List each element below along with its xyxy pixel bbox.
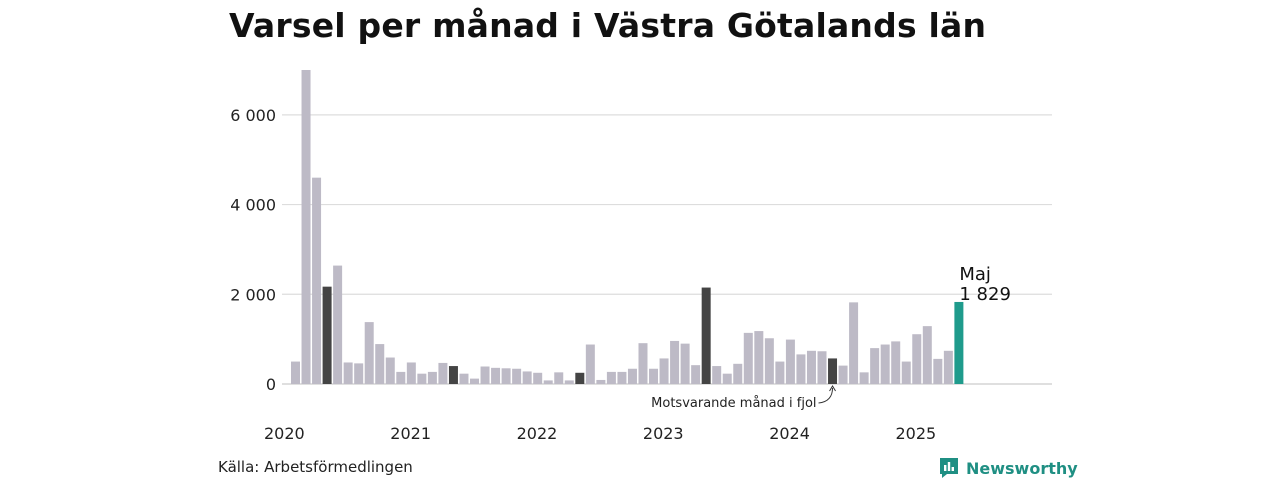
bar: [806, 350, 816, 384]
bar: [817, 351, 827, 384]
bar: [438, 362, 448, 384]
bar: [459, 373, 469, 384]
bar: [764, 338, 774, 384]
bar: [775, 361, 785, 384]
x-tick-label: 2020: [264, 424, 305, 443]
bar: [427, 371, 437, 384]
bar: [743, 332, 753, 384]
bar: [480, 366, 490, 384]
bar: [417, 373, 427, 384]
y-tick-label: 2 000: [230, 285, 276, 304]
source-note: Källa: Arbetsförmedlingen: [218, 458, 413, 476]
x-tick-label: 2021: [390, 424, 431, 443]
bar: [754, 331, 764, 384]
bar: [533, 372, 543, 384]
bar: [880, 344, 890, 384]
bar: [396, 371, 406, 384]
bar: [828, 358, 838, 384]
bar: [375, 344, 385, 384]
bar: [522, 371, 532, 384]
brand-name: Newsworthy: [966, 458, 1078, 478]
bar: [448, 366, 458, 384]
bar: [838, 365, 848, 384]
bar: [385, 357, 395, 384]
bar: [564, 380, 574, 384]
bar: [701, 287, 711, 384]
latest-value-label: 1 829: [959, 284, 1011, 305]
latest-month-label: Maj: [959, 264, 991, 285]
bar: [912, 334, 922, 384]
bar: [933, 358, 943, 384]
bar: [849, 302, 859, 384]
bar: [575, 372, 585, 384]
y-tick-label: 0: [266, 375, 276, 394]
bar: [638, 343, 648, 384]
bar: [627, 368, 637, 384]
x-tick-label: 2022: [517, 424, 558, 443]
x-tick-label: 2024: [769, 424, 810, 443]
newsworthy-icon: [940, 458, 958, 478]
bar: [891, 341, 901, 384]
bar: [659, 358, 669, 384]
bar: [943, 350, 953, 384]
bar: [470, 378, 480, 384]
bar: [733, 363, 743, 384]
newsworthy-logo: Newsworthy: [938, 456, 1078, 480]
bar: [796, 354, 806, 384]
bar: [491, 367, 501, 384]
bar: [312, 177, 322, 384]
bar: [691, 365, 701, 384]
annotation-label: Motsvarande månad i fjol: [651, 396, 816, 411]
bar: [901, 361, 911, 384]
bar: [785, 339, 795, 384]
bar: [870, 348, 880, 384]
bar: [596, 379, 606, 384]
bar: [501, 368, 511, 384]
bar: [922, 326, 932, 384]
bar: [722, 373, 732, 384]
bar: [354, 363, 364, 384]
bar: [954, 301, 964, 384]
bar: [406, 362, 416, 384]
bar: [291, 361, 300, 384]
bar: [606, 371, 616, 384]
bar: [617, 371, 627, 384]
bar: [670, 340, 680, 384]
bar: [322, 286, 332, 384]
x-tick-label: 2025: [896, 424, 937, 443]
bar: [333, 265, 343, 384]
x-tick-label: 2023: [643, 424, 684, 443]
y-tick-label: 6 000: [230, 106, 276, 125]
bar: [554, 372, 564, 384]
annotation-arrow: [818, 387, 834, 404]
bar: [712, 366, 722, 384]
bar: [364, 322, 374, 384]
y-tick-label: 4 000: [230, 196, 276, 215]
bar: [859, 372, 869, 384]
bar: [585, 344, 595, 384]
bar: [301, 70, 311, 384]
bar: [343, 362, 353, 384]
bar: [512, 368, 522, 384]
annotation-arrowhead: [829, 385, 836, 392]
bar: [543, 380, 553, 384]
bar: [680, 343, 690, 384]
chart-title: Varsel per månad i Västra Götalands län: [229, 6, 987, 45]
bar: [649, 368, 659, 384]
